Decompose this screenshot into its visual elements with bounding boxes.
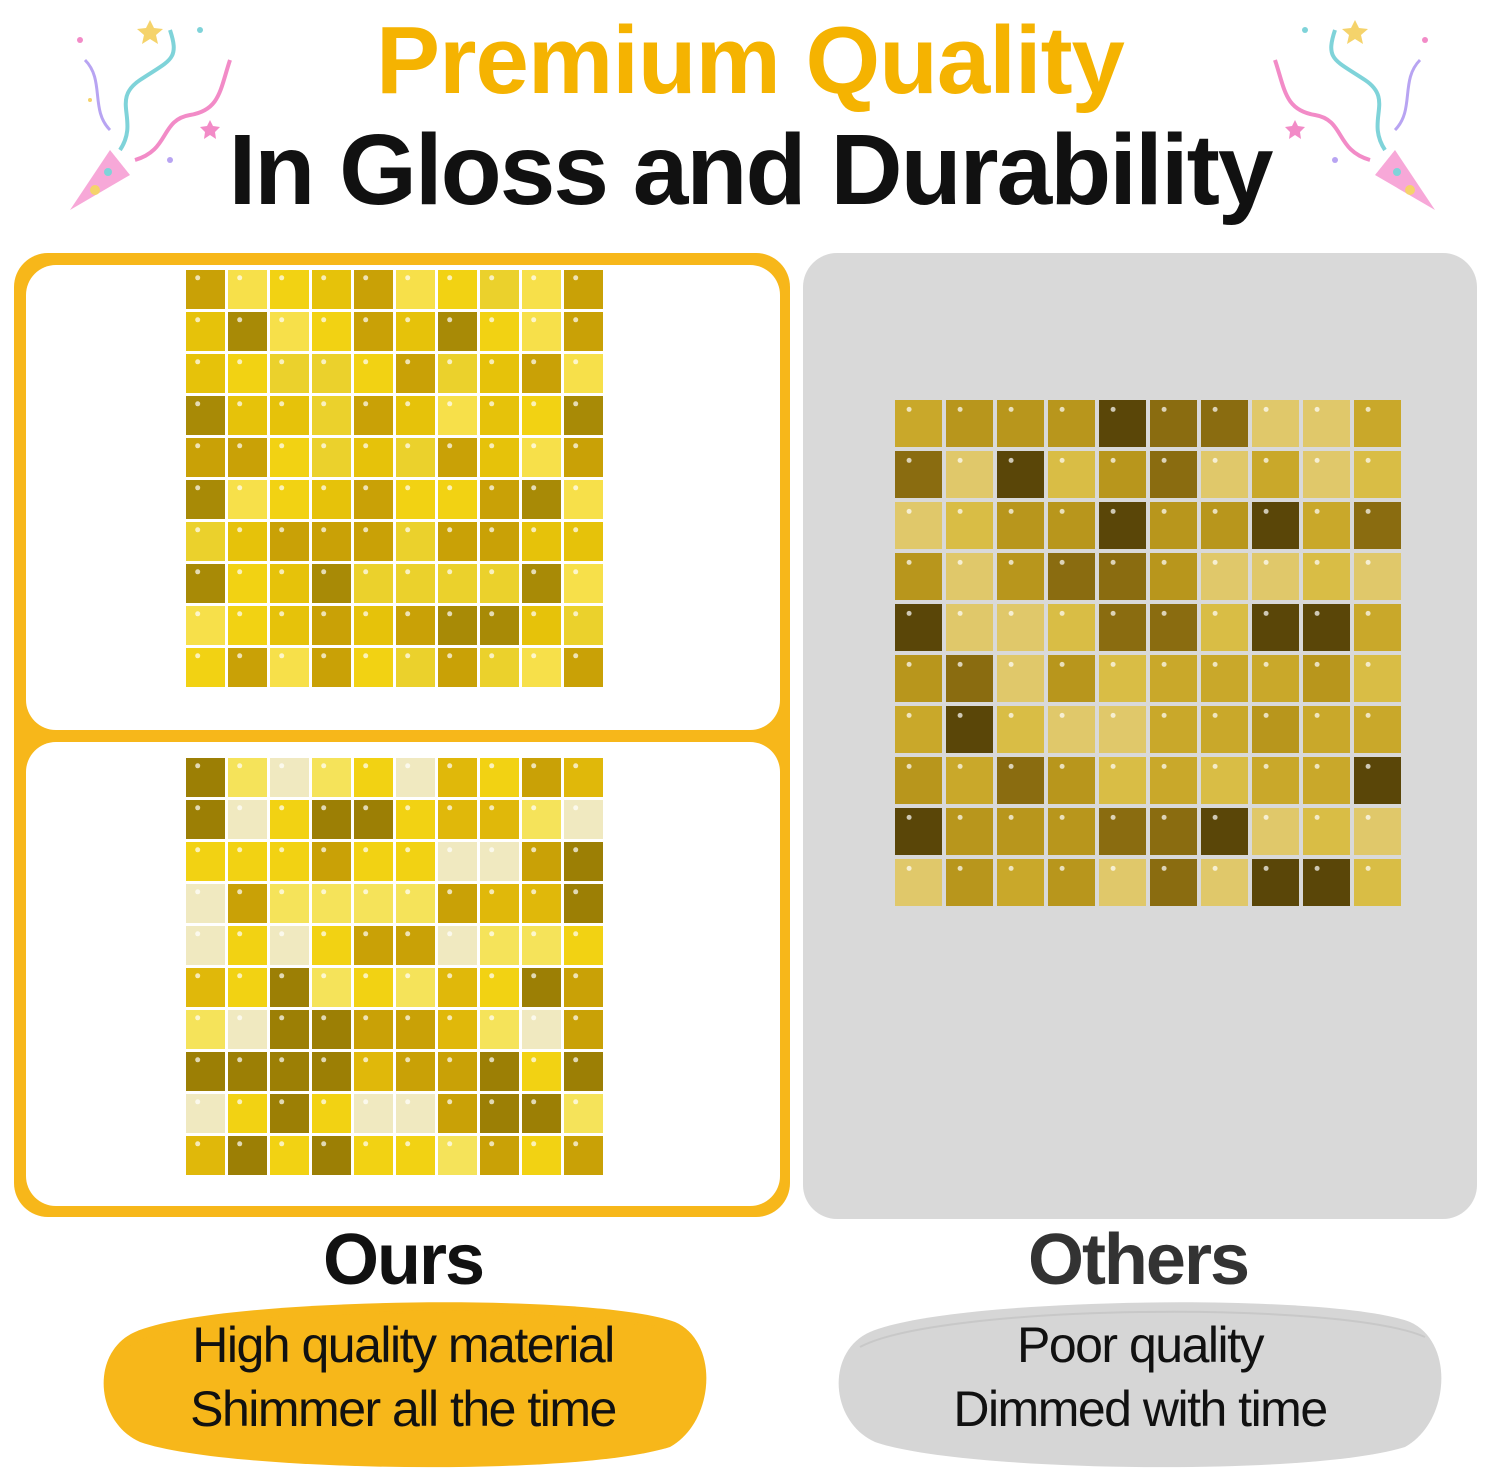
sequin-wall-others [895, 400, 1405, 910]
others-label: Others [1027, 1220, 1250, 1300]
party-popper-icon [50, 0, 250, 230]
ours-features: High quality material Shimmer all the ti… [123, 1313, 683, 1441]
sequin-wall-ours-front [186, 270, 606, 690]
others-features: Poor quality Dimmed with time [860, 1313, 1420, 1441]
others-feature-2: Dimmed with time [953, 1381, 1328, 1437]
others-feature-blob [830, 1292, 1450, 1477]
sequin-wall-ours-back [186, 758, 606, 1178]
ours-feature-1: High quality material [192, 1317, 615, 1373]
ours-feature-blob [95, 1292, 715, 1477]
ours-feature-2: Shimmer all the time [190, 1381, 617, 1437]
title-premium-quality: Premium Quality [376, 7, 1125, 114]
others-feature-1: Poor quality [1016, 1317, 1265, 1373]
title-gloss-durability: In Gloss and Durability [228, 114, 1273, 226]
ours-label: Ours [322, 1220, 485, 1300]
party-popper-icon [1255, 0, 1455, 230]
